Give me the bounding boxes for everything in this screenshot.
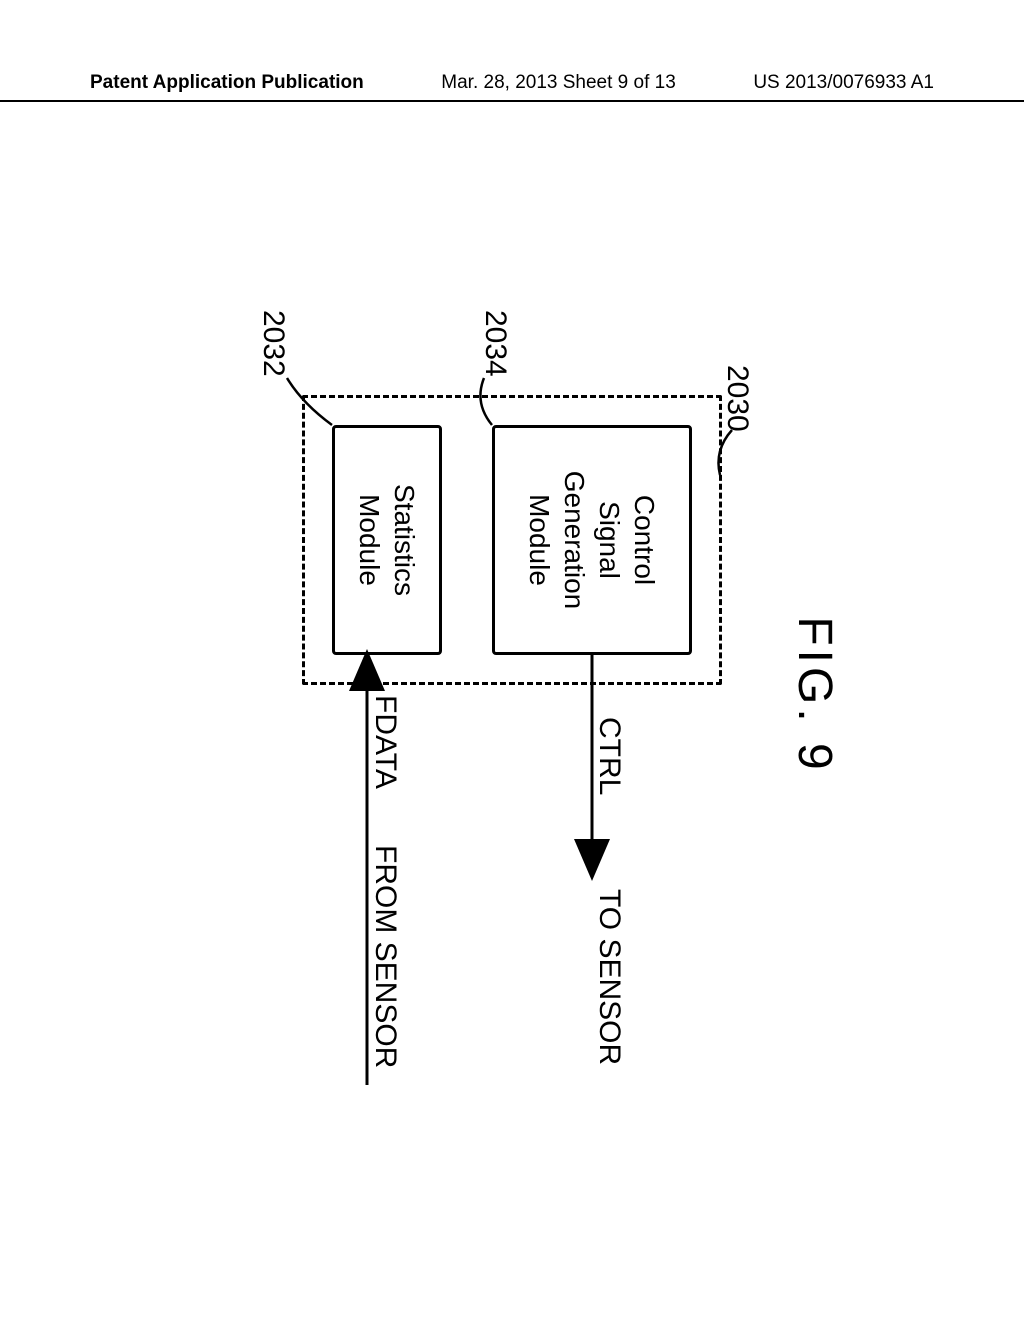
- statistics-module: Statistics Module: [332, 425, 442, 655]
- figure-rotated-wrapper: FIG. 9 Control Signal Generation Module …: [162, 275, 862, 1115]
- header-publication: Patent Application Publication: [90, 72, 364, 94]
- ctrl-signal-label: CTRL: [592, 717, 626, 795]
- page-header: Patent Application Publication Mar. 28, …: [0, 72, 1024, 102]
- control-signal-generation-module: Control Signal Generation Module: [492, 425, 692, 655]
- ref-2034: 2034: [478, 310, 512, 377]
- to-sensor-label: TO SENSOR: [592, 889, 626, 1065]
- figure-area: FIG. 9 Control Signal Generation Module …: [0, 170, 1024, 1220]
- header-date-sheet: Mar. 28, 2013 Sheet 9 of 13: [441, 72, 676, 94]
- figure-title: FIG. 9: [787, 616, 842, 773]
- ref-2030: 2030: [720, 365, 754, 432]
- csg-module-label: Control Signal Generation Module: [522, 471, 662, 610]
- ref-2032: 2032: [256, 310, 290, 377]
- fdata-signal-label: FDATA: [368, 695, 402, 789]
- stats-module-label: Statistics Module: [352, 484, 422, 596]
- header-pubnum: US 2013/0076933 A1: [753, 72, 934, 94]
- from-sensor-label: FROM SENSOR: [368, 845, 402, 1068]
